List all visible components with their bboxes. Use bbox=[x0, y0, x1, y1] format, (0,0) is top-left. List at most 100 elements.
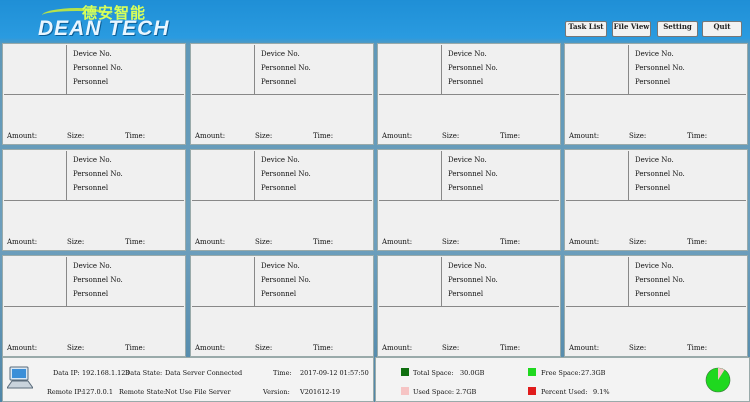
device-panel-6[interactable]: Device No. Personnel No. Personnel Amount: S… bbox=[190, 149, 374, 251]
total-space-swatch bbox=[401, 368, 409, 376]
device-no-label: Device No. bbox=[73, 50, 112, 58]
time-label: Time: bbox=[500, 344, 521, 352]
device-photo bbox=[192, 45, 255, 94]
percent-used-swatch bbox=[528, 387, 536, 395]
free-space-swatch bbox=[528, 368, 536, 376]
data-state-value: Data Server Connected bbox=[165, 369, 243, 377]
amount-label: Amount: bbox=[7, 238, 38, 246]
device-photo bbox=[566, 45, 629, 94]
used-space-label: Used Space: bbox=[413, 388, 455, 396]
time-label: Time: bbox=[125, 132, 146, 140]
size-label: Size: bbox=[67, 132, 85, 140]
device-panel-7[interactable]: Device No. Personnel No. Personnel Amount: S… bbox=[377, 149, 561, 251]
size-label: Size: bbox=[255, 132, 273, 140]
remote-state-value: Not Use File Server bbox=[165, 388, 231, 396]
personnel-no-label: Personnel No. bbox=[261, 64, 311, 72]
device-no-label: Device No. bbox=[261, 50, 300, 58]
panel-divider bbox=[192, 200, 372, 201]
time-label: Time: bbox=[273, 369, 292, 377]
device-panel-11[interactable]: Device No. Personnel No. Personnel Amount: S… bbox=[377, 255, 561, 357]
amount-label: Amount: bbox=[569, 238, 600, 246]
version-value: V201612-19 bbox=[300, 388, 340, 396]
used-space-swatch bbox=[401, 387, 409, 395]
quit-button[interactable]: Quit bbox=[702, 21, 742, 37]
device-panel-9[interactable]: Device No. Personnel No. Personnel Amount: S… bbox=[2, 255, 186, 357]
device-no-label: Device No. bbox=[261, 262, 300, 270]
personnel-no-label: Personnel No. bbox=[635, 276, 685, 284]
device-panel-2[interactable]: Device No. Personnel No. Personnel Amount: S… bbox=[190, 43, 374, 145]
device-photo bbox=[379, 151, 442, 200]
total-space-label: Total Space: bbox=[413, 369, 454, 377]
percent-used-label: Percent Used: bbox=[541, 388, 588, 396]
personnel-label: Personnel bbox=[448, 184, 484, 192]
device-panel-12[interactable]: Device No. Personnel No. Personnel Amount: S… bbox=[564, 255, 748, 357]
device-panel-1[interactable]: Device No. Personnel No. Personnel Amount: S… bbox=[2, 43, 186, 145]
device-panel-8[interactable]: Device No. Personnel No. Personnel Amount: S… bbox=[564, 149, 748, 251]
personnel-label: Personnel bbox=[448, 290, 484, 298]
size-label: Size: bbox=[442, 344, 460, 352]
setting-button[interactable]: Setting bbox=[657, 21, 698, 37]
device-no-label: Device No. bbox=[448, 262, 487, 270]
task-list-button[interactable]: Task List bbox=[565, 21, 607, 37]
device-photo bbox=[379, 257, 442, 306]
personnel-no-label: Personnel No. bbox=[448, 64, 498, 72]
personnel-label: Personnel bbox=[635, 78, 671, 86]
personnel-label: Personnel bbox=[635, 184, 671, 192]
size-label: Size: bbox=[629, 238, 647, 246]
personnel-label: Personnel bbox=[261, 290, 297, 298]
personnel-no-label: Personnel No. bbox=[448, 170, 498, 178]
time-value: 2017-09-12 01:57:50 bbox=[300, 369, 369, 377]
panel-divider bbox=[566, 94, 746, 95]
percent-used-value: 9.1% bbox=[593, 388, 610, 396]
time-label: Time: bbox=[313, 132, 334, 140]
personnel-no-label: Personnel No. bbox=[73, 64, 123, 72]
device-photo bbox=[379, 45, 442, 94]
panel-divider bbox=[379, 94, 559, 95]
personnel-no-label: Personnel No. bbox=[635, 64, 685, 72]
amount-label: Amount: bbox=[569, 132, 600, 140]
logo-swoosh bbox=[42, 8, 112, 23]
time-label: Time: bbox=[687, 132, 708, 140]
device-no-label: Device No. bbox=[73, 262, 112, 270]
personnel-no-label: Personnel No. bbox=[73, 170, 123, 178]
panel-divider bbox=[566, 306, 746, 307]
time-label: Time: bbox=[687, 238, 708, 246]
device-no-label: Device No. bbox=[448, 50, 487, 58]
size-label: Size: bbox=[629, 132, 647, 140]
size-label: Size: bbox=[67, 344, 85, 352]
device-photo bbox=[566, 151, 629, 200]
personnel-label: Personnel bbox=[448, 78, 484, 86]
device-no-label: Device No. bbox=[635, 262, 674, 270]
amount-label: Amount: bbox=[7, 132, 38, 140]
personnel-label: Personnel bbox=[73, 184, 109, 192]
version-label: Version: bbox=[263, 388, 290, 396]
time-label: Time: bbox=[687, 344, 708, 352]
connection-status-box: Data IP: 192.168.1.123 Data State: Data … bbox=[2, 357, 374, 402]
panel-divider bbox=[192, 306, 372, 307]
file-view-button[interactable]: File View bbox=[612, 21, 651, 37]
size-label: Size: bbox=[442, 238, 460, 246]
device-panel-4[interactable]: Device No. Personnel No. Personnel Amount: S… bbox=[564, 43, 748, 145]
device-no-label: Device No. bbox=[73, 156, 112, 164]
device-panel-10[interactable]: Device No. Personnel No. Personnel Amount: S… bbox=[190, 255, 374, 357]
data-state-label: Data State: bbox=[125, 369, 163, 377]
size-label: Size: bbox=[255, 238, 273, 246]
device-panel-5[interactable]: Device No. Personnel No. Personnel Amount: S… bbox=[2, 149, 186, 251]
amount-label: Amount: bbox=[7, 344, 38, 352]
computer-icon bbox=[7, 366, 33, 389]
device-photo bbox=[4, 257, 67, 306]
personnel-no-label: Personnel No. bbox=[261, 276, 311, 284]
panel-divider bbox=[192, 94, 372, 95]
personnel-label: Personnel bbox=[635, 290, 671, 298]
total-space-value: 30.0GB bbox=[460, 369, 485, 377]
logo-chinese-text: 德安智能 bbox=[82, 4, 147, 22]
size-label: Size: bbox=[442, 132, 460, 140]
time-label: Time: bbox=[313, 238, 334, 246]
device-panel-3[interactable]: Device No. Personnel No. Personnel Amount: S… bbox=[377, 43, 561, 145]
device-photo bbox=[192, 257, 255, 306]
time-label: Time: bbox=[313, 344, 334, 352]
panel-divider bbox=[566, 200, 746, 201]
used-space-slice bbox=[718, 368, 725, 380]
device-no-label: Device No. bbox=[261, 156, 300, 164]
personnel-no-label: Personnel No. bbox=[635, 170, 685, 178]
